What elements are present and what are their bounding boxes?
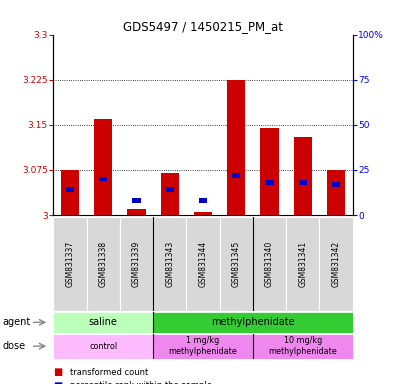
Bar	[231, 173, 240, 178]
Text: GSM831340: GSM831340	[264, 241, 273, 287]
Text: transformed count: transformed count	[70, 367, 148, 377]
Text: control: control	[89, 342, 117, 351]
Bar	[132, 198, 140, 203]
Bar	[127, 209, 145, 215]
Text: GSM831337: GSM831337	[65, 241, 74, 287]
Text: GSM831338: GSM831338	[99, 241, 108, 287]
Bar	[293, 137, 311, 215]
Bar	[153, 312, 352, 333]
Bar	[66, 187, 74, 192]
Text: GSM831341: GSM831341	[297, 241, 306, 287]
Text: dose: dose	[2, 341, 25, 351]
Bar	[227, 79, 245, 215]
Text: GSM831343: GSM831343	[165, 241, 174, 287]
Bar	[86, 217, 119, 311]
Bar	[198, 198, 207, 203]
Title: GDS5497 / 1450215_PM_at: GDS5497 / 1450215_PM_at	[123, 20, 282, 33]
Bar	[94, 119, 112, 215]
Text: ■: ■	[53, 367, 63, 377]
Text: methylphenidate: methylphenidate	[211, 317, 294, 328]
Bar	[53, 217, 86, 311]
Bar	[53, 312, 153, 333]
Text: saline: saline	[88, 317, 117, 328]
Bar	[61, 170, 79, 215]
Bar	[153, 334, 252, 359]
Text: GSM831345: GSM831345	[231, 241, 240, 287]
Bar	[298, 180, 306, 185]
Bar	[265, 180, 273, 185]
Bar	[326, 170, 344, 215]
Text: ■: ■	[53, 381, 63, 384]
Bar	[252, 217, 285, 311]
Bar	[219, 217, 252, 311]
Text: 1 mg/kg
methylphenidate: 1 mg/kg methylphenidate	[168, 336, 237, 356]
Text: agent: agent	[2, 317, 30, 328]
Bar	[119, 217, 153, 311]
Bar	[99, 177, 107, 181]
Bar	[193, 212, 211, 215]
Bar	[252, 334, 352, 359]
Bar	[285, 217, 319, 311]
Bar	[331, 182, 339, 187]
Text: GSM831344: GSM831344	[198, 241, 207, 287]
Bar	[160, 173, 178, 215]
Bar	[186, 217, 219, 311]
Bar	[53, 334, 153, 359]
Bar	[319, 217, 352, 311]
Bar	[165, 187, 173, 192]
Text: GSM831342: GSM831342	[330, 241, 339, 287]
Bar	[153, 217, 186, 311]
Bar	[260, 128, 278, 215]
Text: 10 mg/kg
methylphenidate: 10 mg/kg methylphenidate	[267, 336, 336, 356]
Text: GSM831339: GSM831339	[132, 241, 141, 287]
Text: percentile rank within the sample: percentile rank within the sample	[70, 381, 211, 384]
